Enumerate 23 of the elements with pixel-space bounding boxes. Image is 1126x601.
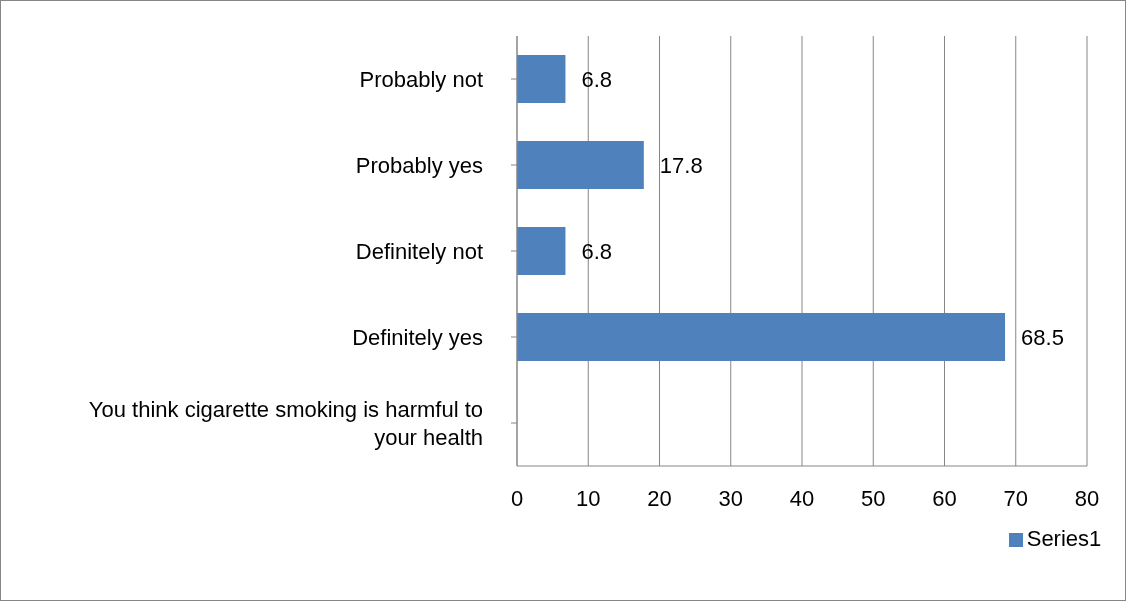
bar: [517, 227, 566, 275]
x-tick-label: 0: [510, 485, 524, 511]
x-tick-label: 50: [861, 485, 886, 511]
y-tick-label: You think cigarette smoking is harmful to your health: [88, 396, 483, 450]
data-label: 6.8: [581, 66, 613, 92]
x-tick-label: 60: [932, 485, 957, 511]
y-tick-label: Definitely yes: [352, 324, 483, 350]
x-tick-label: 70: [1003, 485, 1028, 511]
y-tick-label: Probably not: [359, 66, 483, 92]
y-tick-label: Probably yes: [355, 152, 483, 178]
data-label: 17.8: [659, 152, 703, 178]
data-label: 6.8: [581, 238, 613, 264]
x-tick-label: 10: [576, 485, 601, 511]
x-tick-label: 40: [789, 485, 815, 511]
legend-label: Series1: [1026, 526, 1102, 551]
bar: [517, 55, 566, 103]
x-tick-label: 30: [718, 485, 743, 511]
data-label: 68.5: [1021, 324, 1064, 350]
y-tick-label: Definitely not: [355, 238, 483, 264]
x-tick-label: 80: [1074, 485, 1100, 511]
bar: [517, 141, 644, 189]
x-tick-label: 20: [647, 485, 672, 511]
bar: [517, 313, 1006, 361]
